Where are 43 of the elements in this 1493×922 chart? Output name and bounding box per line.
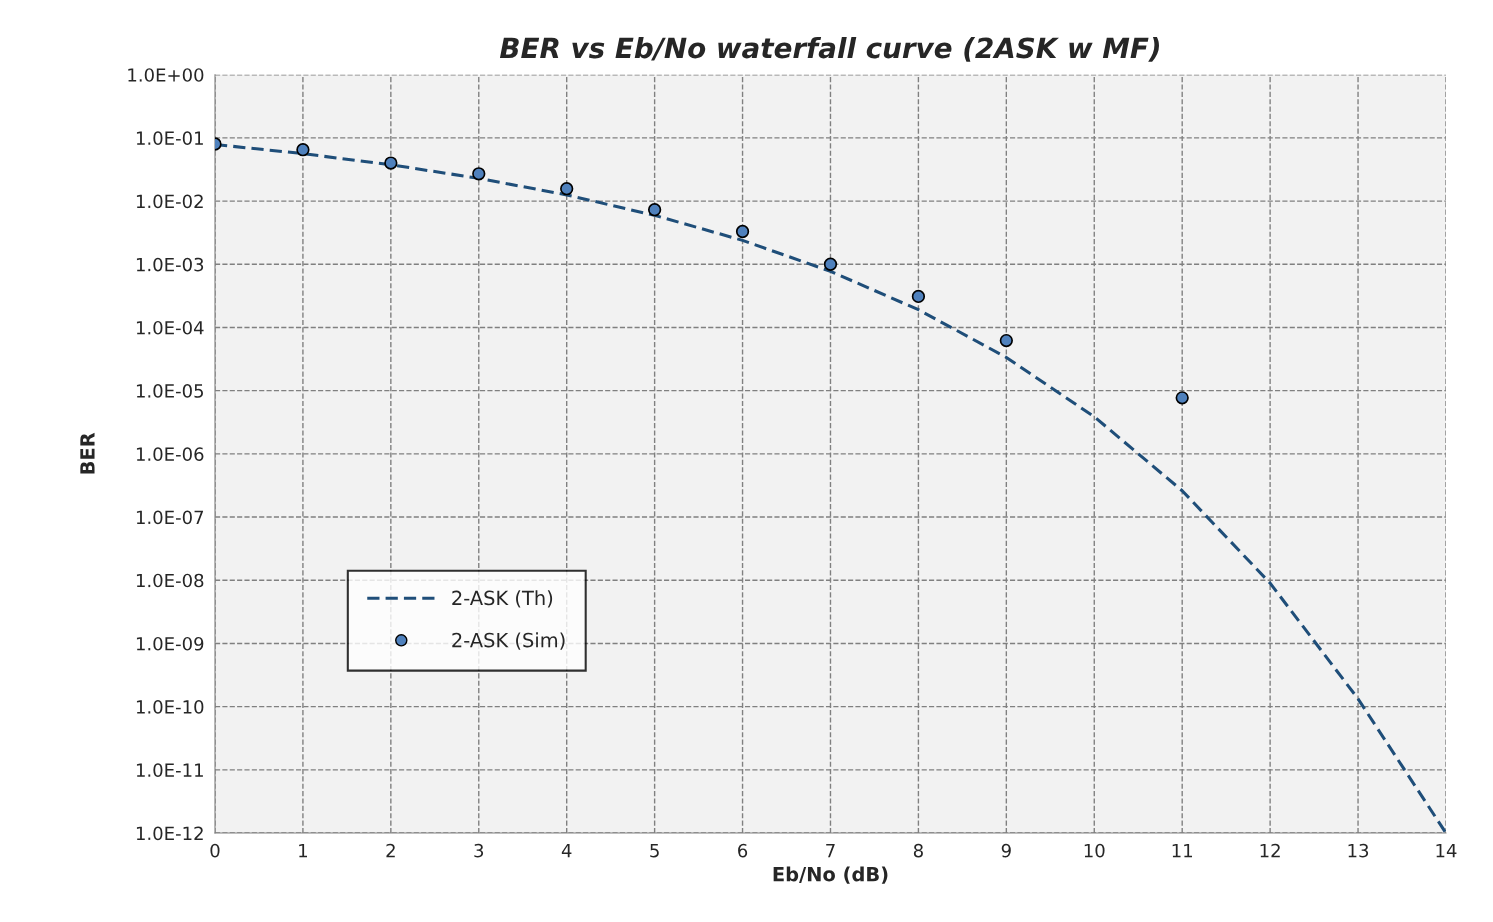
point: [296, 143, 310, 157]
legend-label: 2-ASK (Sim): [452, 632, 565, 650]
x-axis-title: Eb/No (dB): [773, 866, 888, 884]
x-tick-label: 10: [1084, 843, 1105, 858]
y-tick-label: 1.0E-10: [136, 700, 204, 714]
point: [823, 257, 838, 271]
legend-label: 2-ASK (Th): [452, 590, 553, 608]
y-tick-label: 1.0E-09: [136, 636, 204, 651]
y-axis-title: BER: [80, 432, 95, 474]
y-tick-label: 1.0E-03: [136, 257, 204, 272]
x-tick-label: 8: [913, 843, 923, 858]
point: [911, 289, 926, 304]
point: [735, 224, 750, 239]
x-tick-label: 0: [210, 843, 220, 858]
x-tick-label: 1: [299, 844, 307, 858]
x-tick-label: 7: [826, 844, 835, 858]
y-tick-label: 1.0E-12: [136, 826, 203, 841]
chart-title: BER vs Eb/No waterfall curve (2ASK w MF): [499, 36, 1159, 62]
x-tick-label: 9: [1001, 843, 1011, 858]
y-tick-label: 1.0E-07: [136, 510, 204, 525]
x-tick-label: 2: [386, 843, 395, 858]
x-tick-label: 12: [1260, 843, 1280, 858]
x-tick-label: 14: [1436, 844, 1457, 858]
point: [472, 167, 486, 181]
point: [1175, 391, 1189, 405]
y-tick-label: 1.0E-11: [136, 763, 203, 777]
y-tick-label: 1.0E-06: [136, 447, 204, 461]
y-tick-label: 1.0E-01: [136, 131, 203, 145]
x-tick-label: 11: [1172, 844, 1193, 858]
y-tick-label: 1.0E-04: [136, 320, 204, 335]
y-tick-label: 1.0E-02: [136, 194, 203, 209]
y-tick-label: 1.0E-05: [136, 384, 203, 398]
x-tick-label: 6: [738, 843, 748, 858]
point: [999, 333, 1013, 348]
y-tick-label: 1.0E+00: [128, 68, 204, 82]
point: [647, 203, 662, 217]
y-tick-label: 1.0E-08: [136, 573, 204, 588]
x-tick-label: 4: [561, 844, 572, 858]
point: [560, 182, 574, 196]
x-tick-label: 5: [650, 844, 659, 858]
point: [384, 156, 398, 170]
x-tick-label: 3: [474, 843, 484, 858]
x-tick-label: 13: [1348, 843, 1369, 858]
